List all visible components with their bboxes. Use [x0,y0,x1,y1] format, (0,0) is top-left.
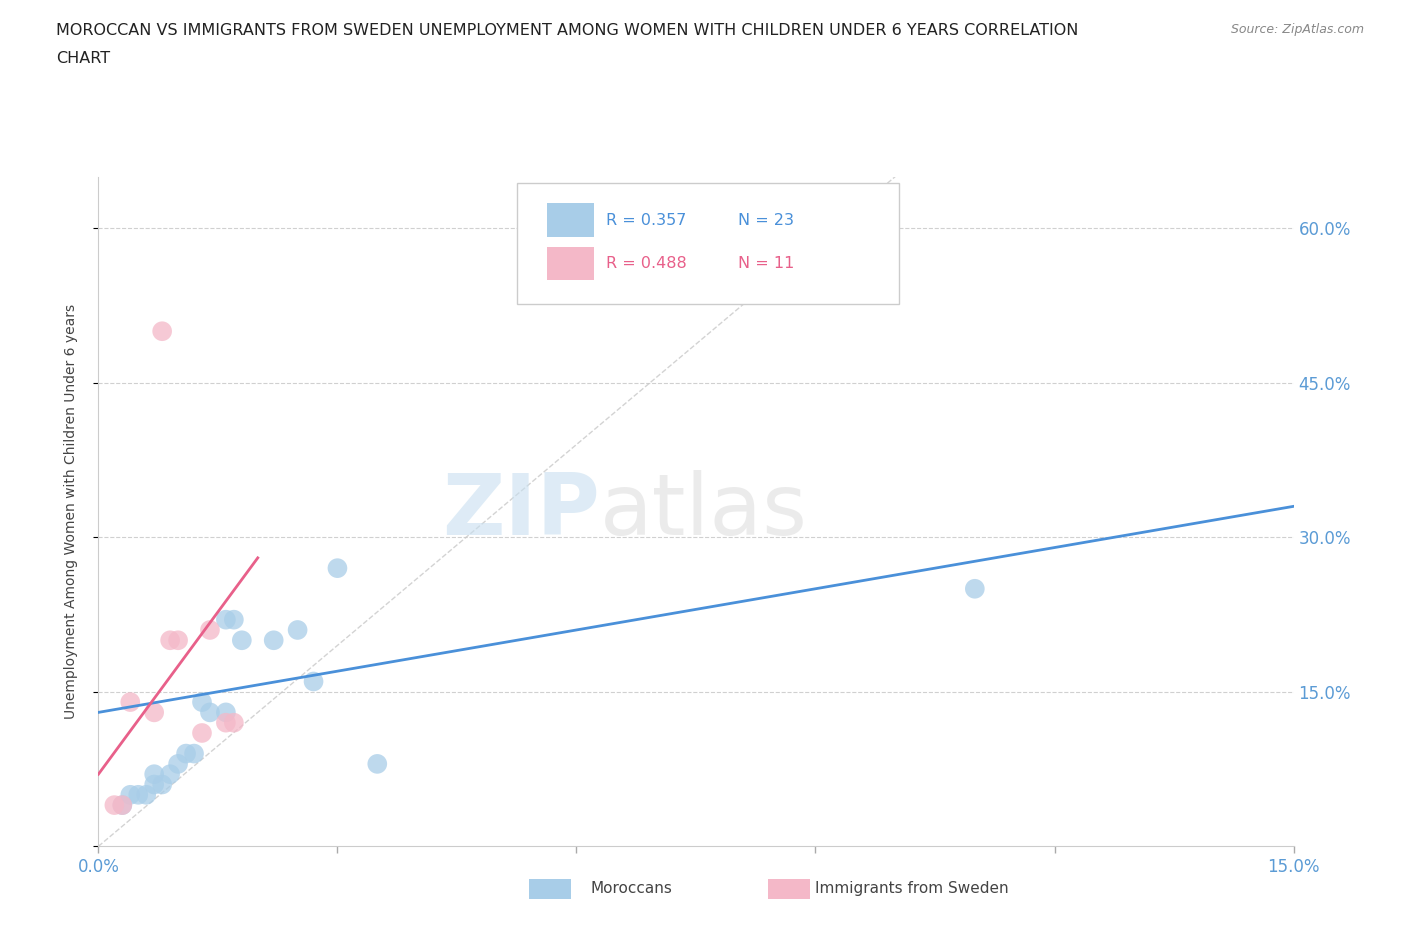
Point [287,622,309,637]
Point [103,798,125,813]
Text: R = 0.488: R = 0.488 [606,257,688,272]
Point [231,632,253,647]
Text: atlas: atlas [600,470,808,553]
Text: ZIP: ZIP [443,470,600,553]
Point [120,788,142,803]
Point [150,324,173,339]
Text: Source: ZipAtlas.com: Source: ZipAtlas.com [1230,23,1364,36]
FancyBboxPatch shape [517,183,900,304]
Point [215,715,238,730]
Point [111,798,134,813]
Point [159,632,181,647]
Point [127,788,149,803]
Point [263,632,285,647]
Text: N = 11: N = 11 [738,257,794,272]
Text: R = 0.357: R = 0.357 [606,213,686,228]
Point [159,766,181,781]
Point [167,632,190,647]
Point [326,561,349,576]
Point [963,581,986,596]
Y-axis label: Unemployment Among Women with Children Under 6 years: Unemployment Among Women with Children U… [63,304,77,719]
Bar [768,879,810,899]
Point [143,705,166,720]
FancyBboxPatch shape [547,247,595,281]
Point [222,715,245,730]
Text: CHART: CHART [56,51,110,66]
Point [120,695,142,710]
Point [174,746,197,761]
Point [183,746,205,761]
Point [143,766,166,781]
Point [191,695,214,710]
FancyBboxPatch shape [547,204,595,237]
Text: Moroccans: Moroccans [591,881,672,896]
Point [143,777,166,792]
Text: MOROCCAN VS IMMIGRANTS FROM SWEDEN UNEMPLOYMENT AMONG WOMEN WITH CHILDREN UNDER : MOROCCAN VS IMMIGRANTS FROM SWEDEN UNEMP… [56,23,1078,38]
Point [135,788,157,803]
Point [302,674,325,689]
Bar [529,879,571,899]
Point [198,705,221,720]
Text: Immigrants from Sweden: Immigrants from Sweden [815,881,1010,896]
Point [167,756,190,771]
Point [215,705,238,720]
Text: N = 23: N = 23 [738,213,794,228]
Point [215,612,238,627]
Point [198,622,221,637]
Point [366,756,388,771]
Point [191,725,214,740]
Point [111,798,134,813]
Point [222,612,245,627]
Point [150,777,173,792]
